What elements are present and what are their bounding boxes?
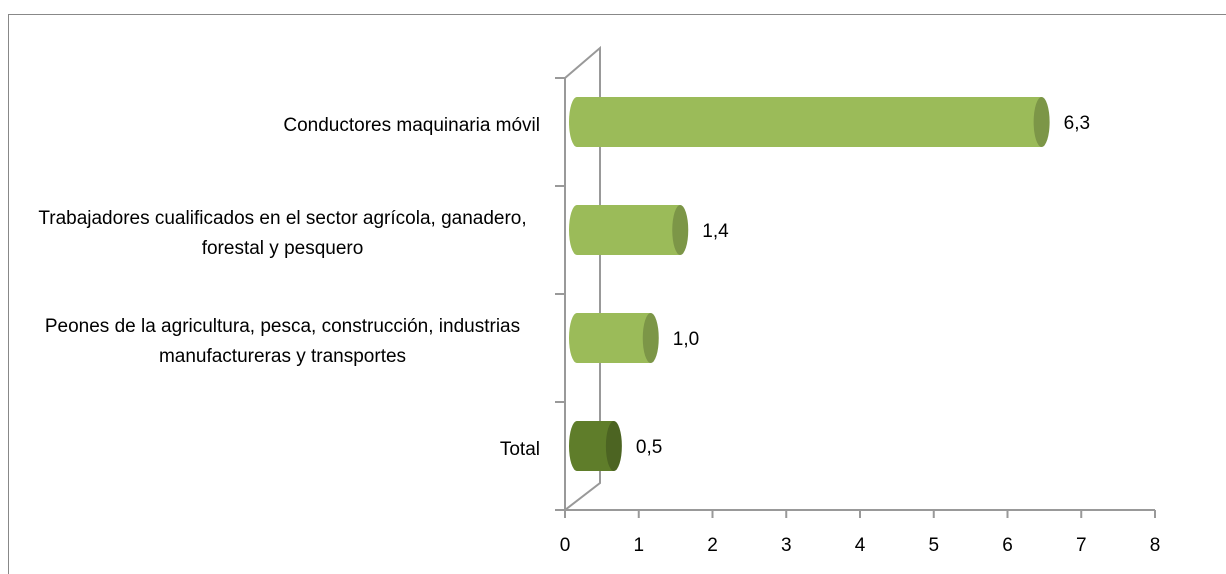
x-tick-label: 2: [707, 535, 718, 556]
x-tick-label: 6: [1002, 535, 1013, 556]
x-tick-label: 5: [928, 535, 939, 556]
category-label: Peones de la agricultura, pesca, constru…: [25, 312, 540, 372]
value-label: 1,4: [702, 221, 729, 242]
category-label: Conductores maquinaria móvil: [283, 111, 540, 141]
bar: [577, 313, 651, 363]
bar-cap: [605, 421, 622, 471]
bar-cap: [672, 205, 689, 255]
category-label: Total: [500, 435, 540, 465]
bar: [577, 97, 1042, 147]
x-tick-label: 4: [855, 535, 866, 556]
chart-border: [8, 14, 1226, 574]
category-text: Trabajadores cualificados en el sector a…: [38, 208, 527, 259]
value-label: 1,0: [673, 329, 699, 350]
category-text: Peones de la agricultura, pesca, constru…: [44, 316, 521, 367]
x-tick-label: 1: [633, 535, 644, 556]
value-label: 6,3: [1064, 113, 1090, 134]
category-label: Trabajadores cualificados en el sector a…: [25, 204, 540, 264]
bar-cap: [642, 313, 659, 363]
x-tick-label: 7: [1076, 535, 1087, 556]
value-label: 0,5: [636, 437, 662, 458]
x-tick-label: 8: [1150, 535, 1161, 556]
back-wall: [564, 45, 601, 513]
x-tick-label: 3: [781, 535, 792, 556]
bar-cap: [1033, 97, 1050, 147]
category-text: Conductores maquinaria móvil: [283, 115, 540, 136]
x-tick-label: 0: [560, 535, 571, 556]
bar: [577, 205, 681, 255]
category-text: Total: [499, 439, 540, 460]
